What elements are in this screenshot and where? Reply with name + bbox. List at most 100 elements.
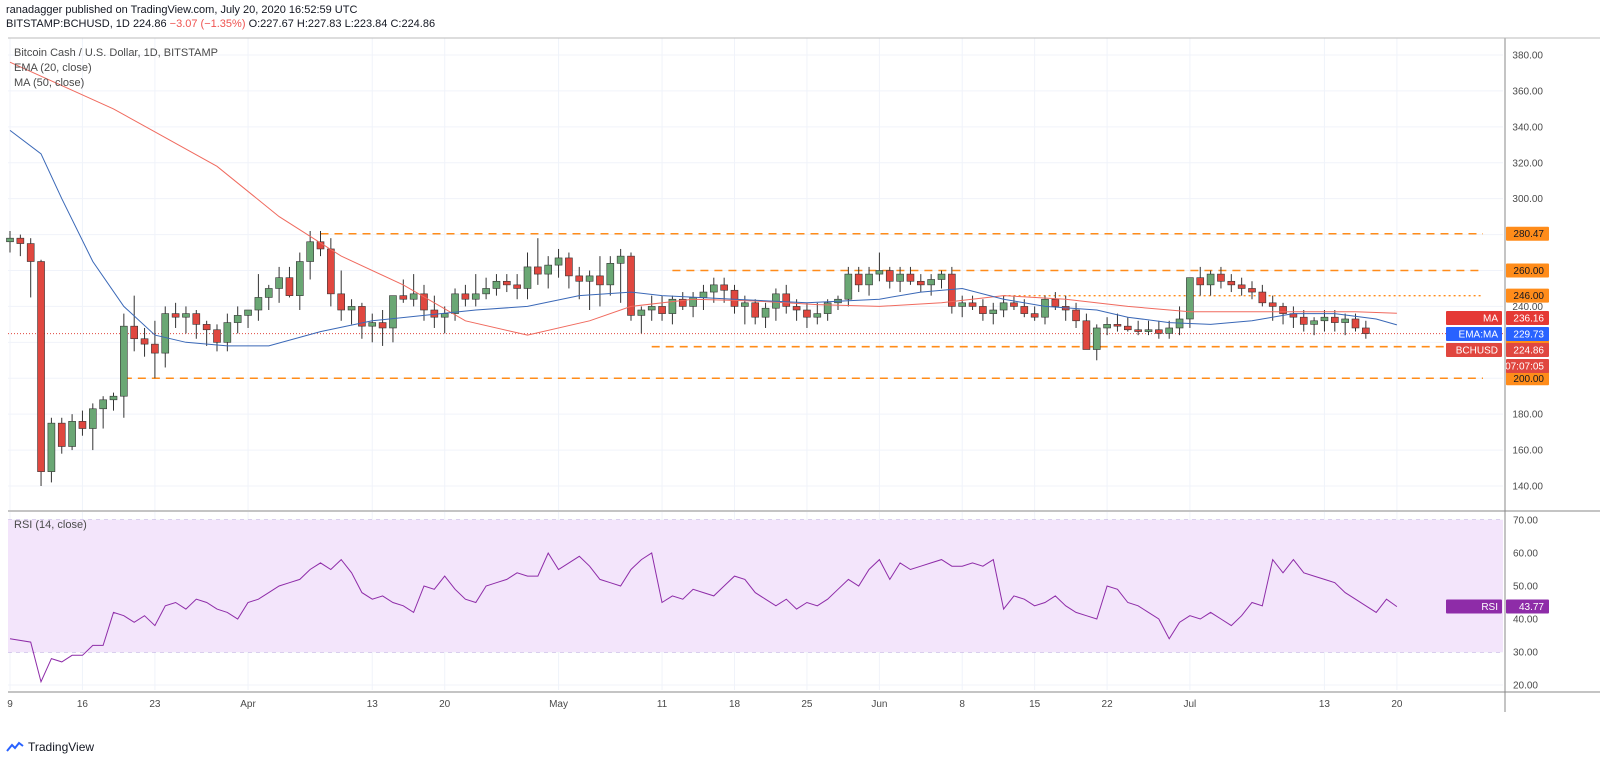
candle-body (1206, 273, 1215, 286)
candle-body (482, 288, 490, 295)
candle-body (823, 302, 832, 314)
candle-body (1279, 306, 1287, 314)
candle-body (865, 273, 873, 286)
price-tick-label: 140.00 (1512, 482, 1543, 493)
candle-body (885, 270, 894, 282)
symbol-label-text: BCHUSD (1456, 346, 1498, 357)
level-tag-text: 246.00 (1513, 291, 1544, 302)
candle-body (295, 261, 304, 296)
candle-body (647, 306, 656, 311)
candle-body (1010, 302, 1018, 307)
candle-body (451, 293, 459, 314)
candle-body (223, 322, 232, 343)
candle-body (1331, 316, 1339, 323)
candle-body (264, 288, 273, 298)
level-tag-text: 200.00 (1513, 374, 1544, 385)
candle-body (130, 325, 138, 340)
candle-body (948, 273, 956, 307)
candle-body (109, 395, 118, 401)
candle-body (37, 261, 45, 472)
rsi-line (9, 551, 1398, 684)
ma-label-text: MA (1483, 314, 1498, 325)
candle-body (968, 302, 977, 307)
rsi-tick-label: 30.00 (1513, 648, 1538, 659)
candle-body (1341, 318, 1349, 323)
candle-body (140, 338, 149, 345)
time-tick-label: 23 (149, 699, 161, 710)
rsi-tick-label: 70.00 (1513, 516, 1538, 527)
candle-body (389, 295, 397, 329)
price-change: −3.07 (−1.35%) (169, 18, 246, 30)
candle-body (1186, 277, 1194, 320)
footer-brand[interactable]: TradingView (6, 740, 94, 754)
candle-body (1258, 291, 1267, 304)
time-tick-label: 15 (1029, 699, 1041, 710)
candle-body (575, 275, 584, 282)
candle-body (471, 293, 480, 300)
candle-body (192, 313, 201, 325)
rsi-tick-label: 20.00 (1513, 681, 1538, 692)
candle-body (761, 307, 770, 318)
level-tag (1506, 226, 1549, 241)
candle-body (120, 325, 128, 397)
symbol-line: BITSTAMP:BCHUSD, 1D 224.86 −3.07 (−1.35%… (6, 17, 435, 31)
time-tick-label: 22 (1102, 699, 1114, 710)
price-tags: 280.47260.00246.00217.55200.00MA236.16EM… (1446, 226, 1549, 614)
candle-body (337, 293, 346, 311)
candle-body (1217, 273, 1225, 282)
candle-body (502, 280, 511, 286)
candlesticks (6, 230, 1370, 486)
candle-body (937, 273, 946, 280)
candle-body (741, 302, 749, 307)
candle-body (979, 306, 987, 314)
candle-body (627, 255, 635, 316)
time-axis[interactable]: 9 16 23 Apr 13 20 May 11 18 25 Jun 8 15 22 Jul 13 20 (7, 699, 1403, 710)
countdown-text: 07:07:05 (1505, 362, 1544, 373)
candle-body (544, 264, 553, 275)
price-tick-label: 180.00 (1512, 410, 1543, 421)
rsi-tick-label: 60.00 (1513, 549, 1538, 560)
ma-label-tag (1446, 311, 1502, 325)
candle-body (1051, 298, 1060, 307)
candle-body (6, 237, 14, 243)
candle-body (1103, 324, 1111, 329)
candle-body (171, 313, 180, 318)
legend-title: Bitcoin Cash / U.S. Dollar, 1D, BITSTAMP (14, 47, 218, 59)
candle-body (585, 275, 594, 282)
price-tick-label: 380.00 (1512, 51, 1543, 62)
countdown-tag (1506, 359, 1549, 373)
symbol-label-tag (1446, 343, 1502, 357)
candle-body (347, 306, 356, 311)
candle-body (730, 289, 739, 307)
candle-body (606, 263, 615, 286)
candle-body (327, 248, 335, 295)
ma50-line (9, 61, 1397, 336)
candle-body (1310, 320, 1318, 325)
time-tick-label: May (549, 699, 568, 710)
candle-body (233, 315, 242, 323)
candle-body (637, 309, 646, 316)
candle-body (792, 306, 801, 311)
candle-body (709, 284, 718, 293)
horizontal-levels (8, 232, 1503, 380)
candle-body (1072, 309, 1080, 322)
last-price: 224.86 (132, 18, 167, 30)
candle-body (854, 273, 863, 286)
tradingview-logo-icon (6, 741, 24, 752)
candle-body (368, 322, 377, 327)
ema-label-text: EMA:MA (1459, 330, 1499, 341)
rsi-band (8, 520, 1503, 652)
ma-value-tag (1506, 311, 1549, 325)
rsi-axis[interactable]: 20.00 30.00 40.00 50.00 60.00 70.00 (1513, 516, 1538, 692)
candle-body (213, 329, 221, 343)
candle-body (565, 257, 573, 277)
footer-brand-text: TradingView (28, 740, 95, 754)
ma-value-text: 236.16 (1513, 314, 1544, 325)
candle-body (182, 313, 190, 318)
candle-body (461, 293, 470, 300)
legend-rsi: RSI (14, close) (14, 519, 87, 531)
legend-ema: EMA (20, close) (14, 62, 92, 74)
candle-body (678, 298, 687, 307)
level-tag-text: 260.00 (1513, 266, 1544, 277)
